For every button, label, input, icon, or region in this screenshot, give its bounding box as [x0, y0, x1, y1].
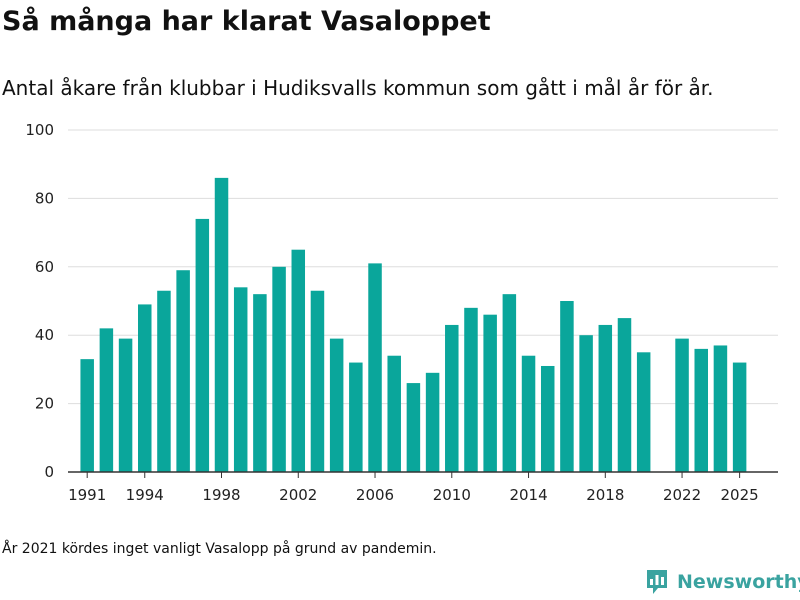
bar-2003	[310, 290, 325, 472]
bar-2017	[579, 335, 593, 472]
bar-2012	[483, 314, 497, 472]
bar-2011	[464, 307, 478, 472]
x-tick-label: 2025	[721, 486, 759, 504]
x-tick-label: 2010	[433, 486, 471, 504]
bar-2002	[291, 249, 306, 472]
axes: 0 20 40 60 80 100 1991 1994 1998 2002 2006 2010 2014…	[25, 121, 778, 504]
bars	[80, 177, 747, 472]
bar-1999	[233, 287, 248, 472]
bar-2000	[253, 294, 267, 472]
x-tick-label: 2014	[509, 486, 547, 504]
bar-2010	[445, 324, 459, 472]
bar-1996	[176, 270, 190, 472]
bar-2001	[272, 266, 286, 472]
bar-2019	[617, 318, 632, 472]
y-tick-label: 0	[44, 463, 54, 481]
brand-name: Newsworthy	[677, 571, 800, 593]
bar-2024	[713, 345, 728, 472]
brand: Newsworthy	[645, 568, 800, 596]
bar-1991	[80, 359, 94, 472]
chart-title: Så många har klarat Vasaloppet	[2, 6, 491, 37]
bar-1998	[214, 177, 229, 472]
bar-2007	[387, 355, 401, 472]
x-tick-label: 1991	[68, 486, 106, 504]
bar-2005	[349, 362, 363, 472]
x-tick-label: 1994	[126, 486, 164, 504]
bar-2004	[329, 338, 344, 472]
bar-1994	[138, 304, 152, 472]
chart-subtitle: Antal åkare från klubbar i Hudiksvalls k…	[2, 76, 714, 100]
x-tick-label: 1998	[202, 486, 240, 504]
bar-2023	[694, 348, 708, 472]
newsworthy-logo-icon	[647, 570, 667, 594]
bar-2008	[406, 383, 421, 472]
bar-2013	[502, 294, 517, 472]
bar-1995	[157, 290, 171, 472]
x-tick-label: 2006	[356, 486, 394, 504]
y-tick-label: 40	[35, 326, 54, 344]
bar-2006	[368, 263, 382, 472]
bar-2016	[560, 301, 574, 472]
bar-2022	[675, 338, 689, 472]
y-tick-label: 100	[25, 121, 54, 139]
bar-1992	[99, 328, 114, 472]
y-tick-label: 60	[35, 258, 54, 276]
gridlines	[68, 129, 778, 405]
bar-2014	[521, 355, 536, 472]
x-tick-label: 2002	[279, 486, 317, 504]
bar-chart: 0 20 40 60 80 100 1991 1994 1998 2002 2006 2010 2014…	[25, 121, 778, 504]
y-tick-label: 20	[35, 395, 54, 413]
bar-1997	[195, 218, 210, 472]
y-tick-label: 80	[35, 189, 54, 207]
bar-2015	[540, 365, 555, 472]
x-tick-label: 2022	[663, 486, 701, 504]
bar-2009	[425, 372, 440, 472]
footnote: År 2021 kördes inget vanligt Vasalopp på…	[2, 541, 437, 557]
bar-2020	[636, 352, 651, 472]
bar-2018	[598, 324, 613, 472]
bar-2025	[732, 362, 747, 472]
bar-1993	[118, 338, 133, 472]
x-tick-label: 2018	[586, 486, 624, 504]
